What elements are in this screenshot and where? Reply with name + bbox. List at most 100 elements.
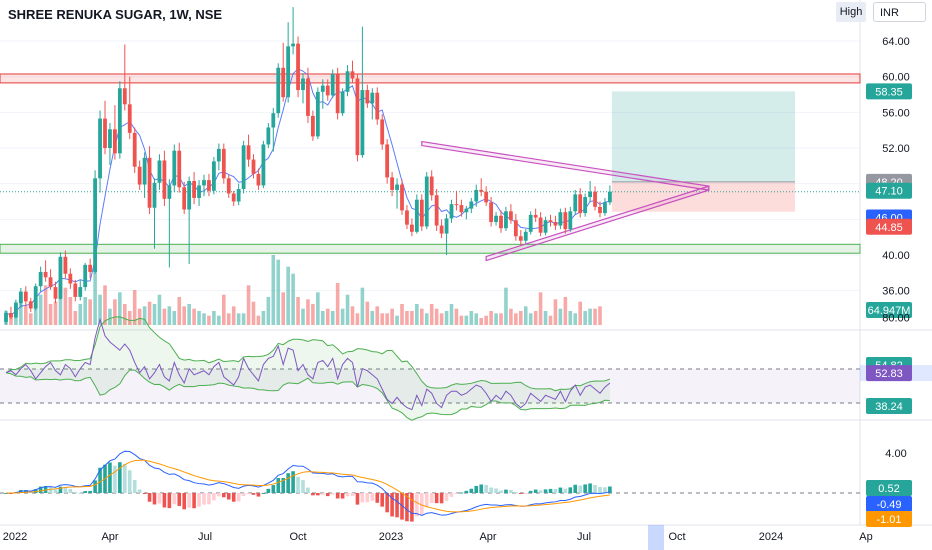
volume-bar (152, 304, 157, 325)
volume-bar (157, 294, 162, 325)
candle (325, 79, 330, 101)
volume-bar (434, 308, 439, 325)
candle-body (523, 231, 528, 241)
candle (370, 88, 375, 120)
macd-histogram-bar (469, 488, 474, 493)
volume-bar (217, 315, 221, 325)
price-tick-label: 52.00 (882, 143, 910, 155)
volume-bar (162, 308, 167, 325)
macd-histogram-bar (340, 493, 345, 499)
volume-bar (98, 294, 102, 325)
volume-bar (142, 306, 147, 325)
candle-body (212, 161, 216, 191)
candle (291, 7, 295, 55)
triangle-pattern (421, 140, 710, 262)
support-zone (0, 243, 861, 254)
price-axis-label-text: 44.85 (875, 222, 903, 234)
candle-body (583, 197, 588, 214)
candle (429, 170, 434, 201)
rsi-line (5, 317, 611, 411)
candle-body (598, 206, 602, 214)
volume-bar (528, 313, 533, 325)
candle-body (608, 191, 612, 203)
macd-histogram-bar (311, 493, 315, 496)
candle (598, 201, 602, 218)
macd-histogram-bar (548, 488, 553, 493)
macd-histogram-bar (236, 493, 241, 502)
macd-histogram-bar (222, 493, 226, 498)
candle-body (479, 189, 484, 192)
macd-histogram-bar (83, 491, 87, 493)
candle (68, 268, 73, 289)
volume-bar (93, 271, 97, 325)
candle (137, 160, 142, 190)
volume-bar (509, 308, 513, 325)
macd-histogram-bar (251, 493, 256, 495)
candle-body (98, 118, 102, 179)
candle (58, 252, 63, 300)
macd-histogram-bar (291, 471, 295, 493)
volume-bar (301, 308, 305, 325)
triangle-edge (485, 185, 710, 262)
volume-bar (400, 304, 404, 325)
candle (192, 172, 196, 205)
candle-body (48, 277, 53, 288)
volume-bar (246, 285, 251, 325)
macd-histogram-bar (494, 488, 498, 493)
price-tick-label: 36.00 (882, 286, 910, 298)
candle-body (518, 236, 523, 241)
volume-bar (365, 301, 370, 325)
candle-body (370, 92, 375, 104)
candle-body (241, 145, 246, 190)
candle-body (410, 224, 414, 232)
volume-bar (578, 301, 582, 325)
volume-bar (222, 294, 226, 325)
macd-histogram-bar (593, 484, 597, 493)
candle (543, 216, 548, 236)
candle-body (474, 189, 479, 202)
volume-bar (118, 292, 122, 325)
candle (9, 306, 13, 320)
candle (241, 140, 246, 194)
candle-body (33, 286, 38, 309)
candle-body (509, 211, 513, 221)
macd-histogram-bar (137, 489, 142, 493)
rsi-axis-label (866, 365, 912, 382)
macd-histogram-bar (78, 492, 83, 494)
volume-bar (370, 311, 375, 325)
candle (504, 206, 508, 231)
candle-body (4, 312, 8, 322)
macd-histogram-bar (390, 493, 394, 517)
candle-body (330, 73, 335, 96)
currency-selector[interactable]: INR (873, 2, 926, 22)
candle-body (434, 195, 439, 226)
volume-bar (375, 306, 380, 325)
candle (286, 22, 291, 103)
volume-bar (598, 306, 602, 325)
candle-body (147, 157, 152, 208)
time-tick-label: Ap (859, 531, 872, 543)
macd-histogram-bar (68, 488, 73, 493)
candle-body (88, 264, 93, 272)
macd-histogram-bar (504, 489, 508, 493)
candle (311, 110, 315, 141)
volume-bar (484, 315, 488, 325)
macd-axis-label-text: -1.01 (876, 514, 901, 526)
candle-body (9, 312, 13, 318)
volume-bar (241, 313, 246, 325)
volume-bar (340, 308, 345, 325)
macd-histogram-bar (53, 489, 58, 493)
candle (583, 193, 588, 217)
candle-body (335, 73, 340, 114)
candle (301, 73, 305, 104)
candle-body (286, 46, 291, 98)
volume-bar (464, 315, 469, 325)
candle (202, 174, 206, 197)
time-tick-label: 2023 (379, 531, 403, 543)
macd-histogram-bar (330, 493, 335, 495)
high-button[interactable]: High (836, 2, 866, 22)
macd-histogram-bar (464, 490, 469, 493)
candle-body (301, 78, 305, 91)
candle (271, 107, 276, 152)
